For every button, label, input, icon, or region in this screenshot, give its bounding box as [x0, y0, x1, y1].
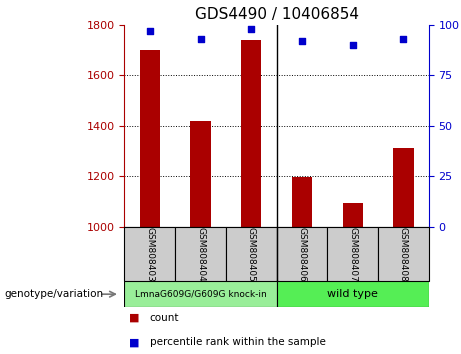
Text: ■: ■: [129, 313, 140, 322]
Text: percentile rank within the sample: percentile rank within the sample: [150, 337, 326, 347]
Text: GSM808403: GSM808403: [145, 227, 154, 281]
Bar: [175, 227, 226, 281]
Bar: [277, 281, 429, 307]
Text: GSM808407: GSM808407: [348, 227, 357, 281]
Point: [248, 26, 255, 32]
Bar: [124, 227, 175, 281]
Title: GDS4490 / 10406854: GDS4490 / 10406854: [195, 7, 359, 22]
Point: [298, 38, 306, 44]
Text: GSM808408: GSM808408: [399, 227, 408, 281]
Point: [349, 42, 356, 48]
Text: LmnaG609G/G609G knock-in: LmnaG609G/G609G knock-in: [135, 290, 266, 299]
Bar: [140, 50, 160, 227]
Point: [197, 36, 204, 42]
Bar: [378, 227, 429, 281]
Bar: [226, 227, 277, 281]
Point: [146, 28, 154, 34]
Point: [400, 36, 407, 42]
Bar: [343, 202, 363, 227]
Bar: [393, 148, 414, 227]
Bar: [327, 227, 378, 281]
Bar: [190, 121, 211, 227]
Bar: [241, 40, 261, 227]
Bar: [277, 227, 327, 281]
Text: genotype/variation: genotype/variation: [5, 289, 104, 299]
Text: GSM808404: GSM808404: [196, 227, 205, 281]
Bar: [292, 177, 312, 227]
Text: ■: ■: [129, 337, 140, 347]
Text: wild type: wild type: [327, 289, 378, 299]
Text: GSM808406: GSM808406: [297, 227, 307, 281]
Text: count: count: [150, 313, 179, 322]
Text: GSM808405: GSM808405: [247, 227, 256, 281]
Bar: [124, 281, 277, 307]
